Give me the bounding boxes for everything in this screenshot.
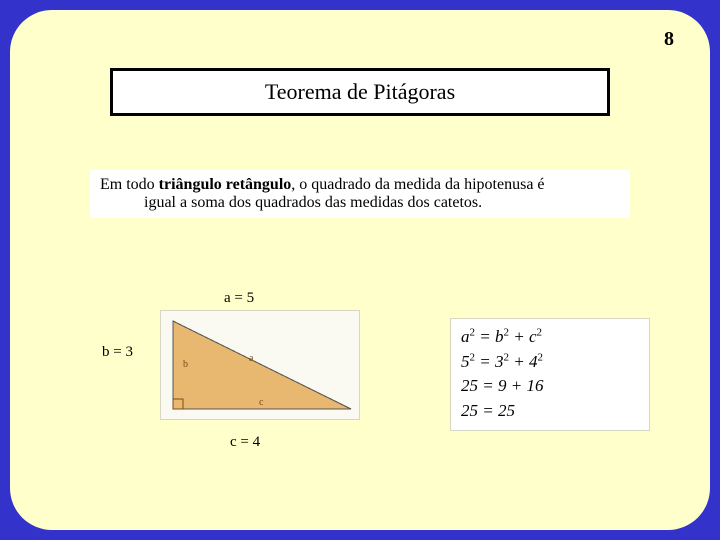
triangle-icon: a b c <box>161 311 359 419</box>
title-box: Teorema de Pitágoras <box>110 68 610 116</box>
inner-label-b: b <box>183 359 188 370</box>
eq-line-4: 25 = 25 <box>461 399 639 424</box>
slide-outer: 8 Teorema de Pitágoras Em todo triângulo… <box>0 0 720 540</box>
desc-line2: igual a soma dos quadrados das medidas d… <box>100 194 620 212</box>
equations-box: a2 = b2 + c2 52 = 32 + 42 25 = 9 + 16 25… <box>450 318 650 431</box>
label-b: b = 3 <box>102 344 133 361</box>
page-number: 8 <box>664 28 674 51</box>
triangle-image-frame: a b c <box>160 310 360 420</box>
theorem-description: Em todo triângulo retângulo, o quadrado … <box>90 170 630 218</box>
eq-line-2: 52 = 32 + 42 <box>461 350 639 375</box>
desc-prefix: Em todo <box>100 176 159 193</box>
inner-label-c: c <box>259 397 264 408</box>
triangle-figure: a b c <box>160 280 390 440</box>
desc-rest-line1: , o quadrado da medida da hipotenusa é <box>291 176 544 193</box>
title-text: Teorema de Pitágoras <box>265 79 455 105</box>
eq-line-1: a2 = b2 + c2 <box>461 325 639 350</box>
inner-label-a: a <box>249 353 254 364</box>
desc-bold: triângulo retângulo <box>159 176 292 193</box>
eq-line-3: 25 = 9 + 16 <box>461 374 639 399</box>
slide-panel: 8 Teorema de Pitágoras Em todo triângulo… <box>10 10 710 530</box>
